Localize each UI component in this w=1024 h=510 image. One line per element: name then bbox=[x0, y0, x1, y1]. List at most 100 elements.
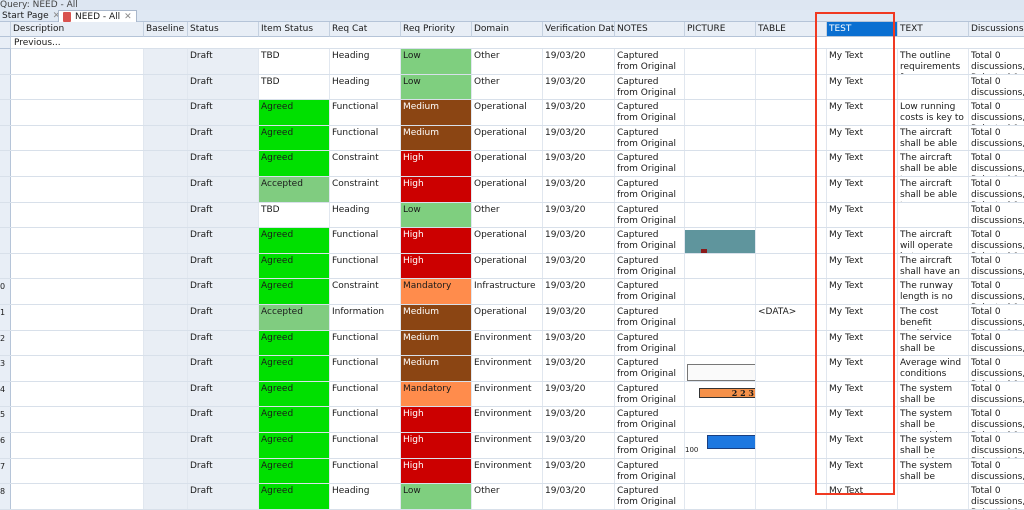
cell-req-cat[interactable]: Information bbox=[330, 305, 401, 330]
cell-verification-date[interactable]: 19/03/20 bbox=[543, 279, 615, 304]
cell-req-priority[interactable]: Medium bbox=[401, 305, 472, 330]
cell-req-priority[interactable]: Low bbox=[401, 202, 472, 228]
cell-description[interactable] bbox=[11, 125, 144, 151]
table-row[interactable]: Draft Agreed Functional Medium Operational 19… bbox=[0, 100, 1024, 126]
cell-baseline[interactable] bbox=[144, 381, 188, 407]
cell-notes[interactable]: Captured from Original bbox=[615, 381, 685, 407]
cell-req-priority[interactable]: High bbox=[401, 407, 472, 432]
cell-domain[interactable]: Environment bbox=[472, 407, 543, 432]
cell-req-priority[interactable]: Low bbox=[401, 484, 472, 509]
cell-req-cat[interactable]: Functional bbox=[330, 433, 401, 458]
cell-picture[interactable] bbox=[685, 151, 756, 176]
cell-verification-date[interactable]: 19/03/20 bbox=[543, 356, 615, 381]
table-row[interactable]: 1 Draft Accepted Information Medium Operation… bbox=[0, 305, 1024, 331]
cell-test[interactable]: My Text bbox=[827, 253, 898, 279]
cell-text[interactable]: The aircraft shall have an bbox=[898, 253, 969, 279]
cell-discussions[interactable]: Total 0 discussions, Rejected 0, Su bbox=[969, 484, 1024, 509]
cell-notes[interactable]: Captured from Original bbox=[615, 484, 685, 509]
cell-text[interactable] bbox=[898, 484, 969, 509]
cell-item-status[interactable]: Agreed bbox=[259, 253, 330, 279]
cell-verification-date[interactable]: 19/03/20 bbox=[543, 407, 615, 432]
column-header-req-priority[interactable]: Req Priority bbox=[401, 22, 472, 37]
cell-description[interactable] bbox=[11, 458, 144, 484]
cell-domain[interactable]: Operational bbox=[472, 305, 543, 330]
cell-test[interactable]: My Text bbox=[827, 356, 898, 381]
cell-verification-date[interactable]: 19/03/20 bbox=[543, 305, 615, 330]
cell-req-priority[interactable]: Low bbox=[401, 49, 472, 74]
cell-test[interactable]: My Text bbox=[827, 125, 898, 151]
table-row[interactable]: 3 Draft Agreed Functional Medium Environment 1… bbox=[0, 356, 1024, 382]
cell-item-status[interactable]: Agreed bbox=[259, 228, 330, 253]
cell-test[interactable]: My Text bbox=[827, 381, 898, 407]
cell-item-status[interactable]: Agreed bbox=[259, 151, 330, 176]
cell-domain[interactable]: Other bbox=[472, 202, 543, 228]
cell-text[interactable]: Low running costs is key to bbox=[898, 100, 969, 125]
cell-test[interactable]: My Text bbox=[827, 279, 898, 304]
cell-table[interactable] bbox=[756, 228, 827, 253]
cell-test[interactable]: My Text bbox=[827, 100, 898, 125]
cell-req-cat[interactable]: Functional bbox=[330, 100, 401, 125]
table-row[interactable]: Draft Agreed Functional High Operational 19/0… bbox=[0, 253, 1024, 280]
cell-discussions[interactable]: Total 0 discussions, Rejected 0, Su bbox=[969, 305, 1024, 330]
cell-req-priority[interactable]: High bbox=[401, 151, 472, 176]
cell-status[interactable]: Draft bbox=[188, 100, 259, 125]
cell-domain[interactable]: Environment bbox=[472, 458, 543, 484]
cell-notes[interactable]: Captured from Original bbox=[615, 279, 685, 304]
cell-test[interactable]: My Text bbox=[827, 151, 898, 176]
cell-domain[interactable]: Other bbox=[472, 484, 543, 509]
cell-table[interactable] bbox=[756, 177, 827, 202]
cell-table[interactable] bbox=[756, 381, 827, 407]
cell-picture[interactable] bbox=[685, 407, 756, 432]
cell-table[interactable] bbox=[756, 356, 827, 381]
table-row[interactable]: Draft Accepted Constraint High Operational 19… bbox=[0, 177, 1024, 203]
cell-test[interactable]: My Text bbox=[827, 177, 898, 202]
cell-picture[interactable] bbox=[685, 74, 756, 100]
cell-req-priority[interactable]: High bbox=[401, 177, 472, 202]
cell-discussions[interactable]: Total 0 discussions, Rejected 0, Su bbox=[969, 331, 1024, 356]
cell-req-cat[interactable]: Functional bbox=[330, 407, 401, 432]
cell-discussions[interactable]: Total 0 discussions, Rejected 0, Su bbox=[969, 279, 1024, 304]
cell-verification-date[interactable]: 19/03/20 bbox=[543, 125, 615, 151]
close-icon[interactable]: ✕ bbox=[124, 12, 132, 22]
cell-req-cat[interactable]: Heading bbox=[330, 202, 401, 228]
cell-picture[interactable] bbox=[685, 305, 756, 330]
cell-text[interactable]: The system shall be operatble bbox=[898, 407, 969, 432]
cell-item-status[interactable]: Agreed bbox=[259, 458, 330, 484]
cell-req-cat[interactable]: Functional bbox=[330, 253, 401, 279]
cell-discussions[interactable]: Total 0 discussions, Rejected 0, Su bbox=[969, 151, 1024, 176]
cell-table[interactable]: <DATA> bbox=[756, 305, 827, 330]
cell-notes[interactable]: Captured from Original bbox=[615, 305, 685, 330]
cell-notes[interactable]: Captured from Original bbox=[615, 177, 685, 202]
cell-text[interactable]: The system shall be operable bbox=[898, 381, 969, 407]
cell-notes[interactable]: Captured from Original bbox=[615, 49, 685, 74]
column-header-baseline[interactable]: Baseline bbox=[144, 22, 188, 37]
cell-req-priority[interactable]: High bbox=[401, 253, 472, 279]
cell-discussions[interactable]: Total 0 discussions, Rejected 0, Su bbox=[969, 459, 1024, 484]
cell-discussions[interactable]: Total 0 discussions, Rejected 0, Su bbox=[969, 433, 1024, 458]
cell-status[interactable]: Draft bbox=[188, 202, 259, 228]
cell-table[interactable] bbox=[756, 125, 827, 151]
cell-discussions[interactable]: Total 0 discussions, Rejected 0, Su bbox=[969, 382, 1024, 407]
cell-text[interactable]: The aircraft shall be able to bbox=[898, 125, 969, 151]
cell-notes[interactable]: Captured from Original bbox=[615, 330, 685, 356]
cell-req-cat[interactable]: Heading bbox=[330, 74, 401, 100]
cell-baseline[interactable] bbox=[144, 330, 188, 356]
cell-verification-date[interactable]: 19/03/20 bbox=[543, 458, 615, 484]
cell-baseline[interactable] bbox=[144, 125, 188, 151]
cell-text[interactable]: The cost benefit analysis assumes bbox=[898, 305, 969, 330]
cell-notes[interactable]: Captured from Original bbox=[615, 356, 685, 381]
cell-item-status[interactable]: TBD bbox=[259, 74, 330, 100]
cell-req-cat[interactable]: Constraint bbox=[330, 177, 401, 202]
table-row[interactable]: Draft Agreed Constraint High Operational 19/0… bbox=[0, 151, 1024, 177]
cell-table[interactable] bbox=[756, 330, 827, 356]
table-row[interactable]: Draft TBD Heading Low Other 19/03/20 Captured … bbox=[0, 74, 1024, 101]
cell-notes[interactable]: Captured from Original bbox=[615, 253, 685, 279]
cell-table[interactable] bbox=[756, 484, 827, 509]
cell-discussions[interactable]: Total 0 discussions, Rejected 0, Su bbox=[969, 75, 1024, 100]
cell-picture[interactable] bbox=[685, 125, 756, 151]
cell-baseline[interactable] bbox=[144, 305, 188, 330]
cell-picture[interactable] bbox=[685, 253, 756, 279]
cell-discussions[interactable]: Total 0 discussions, Rejected 0, Su bbox=[969, 356, 1024, 381]
cell-baseline[interactable] bbox=[144, 202, 188, 228]
cell-table[interactable] bbox=[756, 279, 827, 304]
